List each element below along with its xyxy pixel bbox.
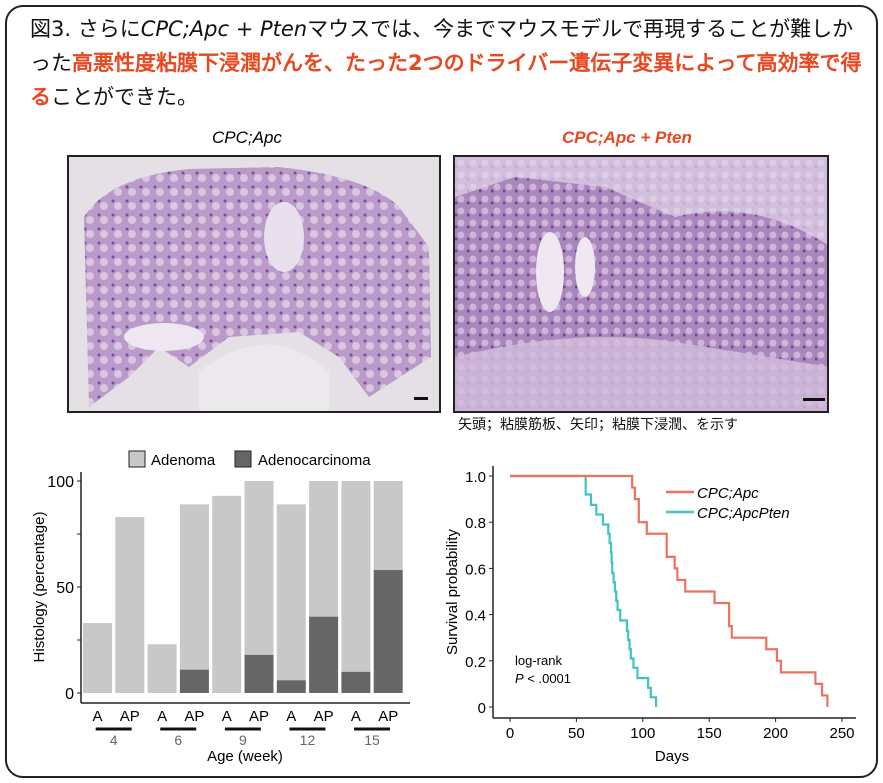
figure-frame <box>5 5 878 778</box>
bar-adenoma <box>179 504 209 670</box>
title-highlight: 高悪性度粘膜下浸潤がんを、たった2つのドライバー遺伝子変異によって高効率で得る <box>30 51 862 109</box>
bar-x-label: A <box>92 708 102 725</box>
bar-x-label: AP <box>120 708 140 725</box>
title-prefix: 図3. さらに <box>30 17 141 41</box>
bar-group-label: 6 <box>174 732 182 748</box>
bar-adenoma <box>341 481 371 672</box>
bar-group-label: 9 <box>239 732 247 748</box>
bar-y-tick-label: 50 <box>56 580 74 597</box>
bar-x-label: AP <box>184 708 204 725</box>
bar-adenoma <box>244 481 274 655</box>
bar-group-label: 4 <box>110 732 118 748</box>
surv-x-tick-label: 200 <box>763 725 788 742</box>
title-part1: マウスでは、今までマウスモデルで再現することが難しかった <box>30 17 854 75</box>
legend-swatch-adenocarcinoma <box>234 450 252 468</box>
image-label-apc: CPC;Apc <box>212 128 282 147</box>
bar-adenoma <box>276 504 306 681</box>
bar-x-label: A <box>157 708 167 725</box>
bar-adenocarcinoma <box>373 570 403 693</box>
p-value-label: P < .0001 <box>515 671 571 686</box>
surv-y-tick-label: 0.6 <box>465 561 486 578</box>
histology-image-apc-pten <box>453 155 829 413</box>
survival-curve-cpcapc <box>510 474 829 707</box>
surv-y-tick-label: 1.0 <box>465 469 486 486</box>
bar-adenoma <box>115 517 145 693</box>
surv-x-axis-title: Days <box>655 748 689 765</box>
bar-x-label: A <box>222 708 232 725</box>
bar-adenocarcinoma <box>309 616 339 693</box>
surv-x-tick-label: 0 <box>506 725 514 742</box>
surv-x-tick-label: 50 <box>568 725 585 742</box>
histology-apc-pten-drawing <box>455 157 827 411</box>
bar-x-label: A <box>286 708 296 725</box>
bar-adenoma <box>212 495 242 693</box>
survival-curve-cpcapcpten <box>510 474 658 707</box>
bar-x-label: AP <box>314 708 334 725</box>
bar-adenocarcinoma <box>179 669 209 693</box>
figure-title: 図3. さらにCPC;Apc + Ptenマウスでは、今までマウスモデルで再現す… <box>30 12 870 114</box>
image-caption: 矢頭；粘膜筋板、矢印；粘膜下浸潤、を示す <box>458 417 738 433</box>
histology-apc-drawing <box>84 167 431 411</box>
bar-x-label: AP <box>249 708 269 725</box>
bar-adenoma <box>83 623 112 693</box>
bar-y-tick-label: 100 <box>47 474 74 491</box>
bar-x-label: AP <box>378 708 398 725</box>
legend-label-adenocarcinoma: Adenocarcinoma <box>258 452 371 469</box>
surv-x-tick-label: 150 <box>697 725 722 742</box>
bar-adenoma <box>147 644 177 693</box>
surv-legend-label: CPC;Apc <box>697 485 759 502</box>
surv-y-tick-label: 0.8 <box>465 515 486 532</box>
bar-y-tick-label: 0 <box>65 686 74 703</box>
surv-x-tick-label: 100 <box>630 725 655 742</box>
surv-legend-label: CPC;ApcPten <box>697 505 790 522</box>
histology-image-apc <box>67 155 441 413</box>
surv-y-tick-label: 0 <box>478 700 486 717</box>
bar-group-label: 12 <box>300 732 316 748</box>
bar-x-axis-title: Age (week) <box>207 748 283 765</box>
title-part2: ことができた。 <box>51 85 198 109</box>
bar-x-label: A <box>351 708 361 725</box>
bar-adenocarcinoma <box>341 671 371 693</box>
bar-adenoma <box>309 481 339 617</box>
surv-y-tick-label: 0.4 <box>465 608 486 625</box>
image-label-apc-pten: CPC;Apc + Pten <box>562 128 692 147</box>
bar-adenocarcinoma <box>244 654 274 693</box>
legend-label-adenoma: Adenoma <box>151 452 216 469</box>
title-genotype: CPC;Apc + Pten <box>140 17 308 41</box>
bar-y-axis-title: Histology (percentage) <box>31 512 48 663</box>
legend-swatch-adenoma <box>128 450 146 468</box>
bar-group-label: 15 <box>364 732 380 748</box>
bar-adenoma <box>373 481 403 571</box>
logrank-label: log-rank <box>515 653 562 668</box>
surv-y-axis-title: Survival probability <box>444 529 461 655</box>
surv-x-tick-label: 250 <box>829 725 854 742</box>
bar-adenocarcinoma <box>276 680 306 693</box>
surv-y-tick-label: 0.2 <box>465 654 486 671</box>
